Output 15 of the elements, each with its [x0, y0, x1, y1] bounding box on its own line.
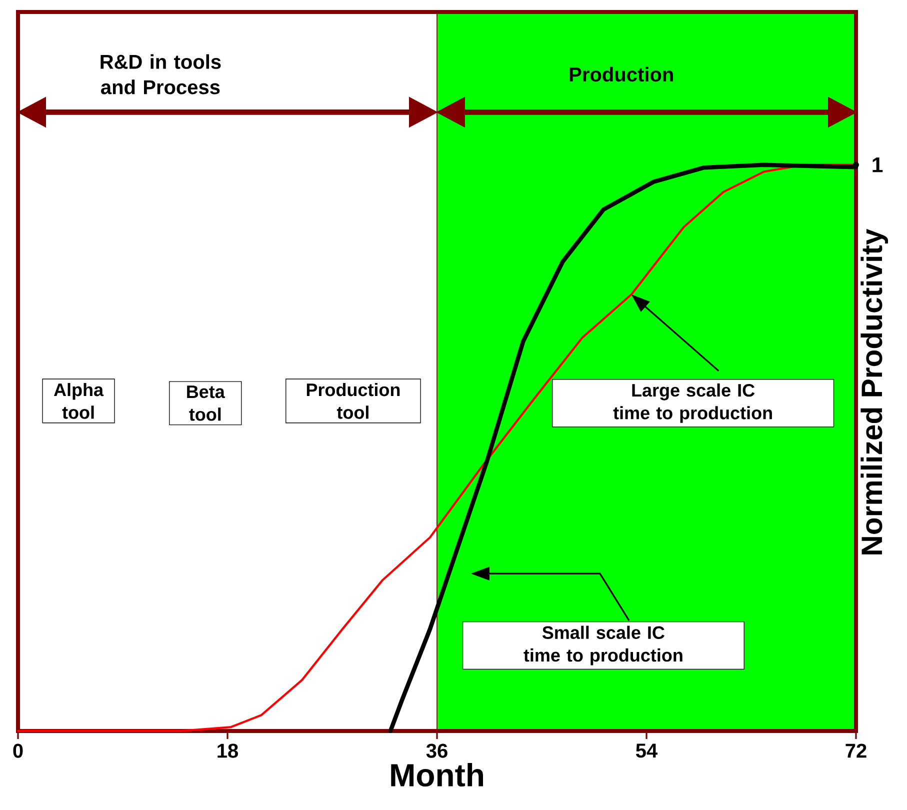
x-tick-label: 0	[13, 744, 23, 758]
annotation: 1	[872, 158, 883, 172]
annotation: Alpha tool	[54, 382, 104, 419]
annotation: Beta tool	[187, 386, 225, 421]
x-tick-label: 54	[636, 744, 658, 758]
x-tick-label: 72	[846, 744, 866, 758]
x-axis-title: Month	[391, 763, 484, 787]
band-label: R&D in tools and Process	[100, 54, 221, 94]
annotation: Small scale IC time to production	[524, 626, 682, 666]
x-tick-label: 18	[218, 744, 238, 758]
y-axis-title: Normilized Productivity	[860, 228, 888, 554]
band-label: Production	[570, 66, 673, 82]
annotation: Production tool	[306, 382, 400, 419]
annotation: Large scale IC time to production	[613, 383, 772, 423]
x-tick-label: 36	[426, 744, 448, 758]
